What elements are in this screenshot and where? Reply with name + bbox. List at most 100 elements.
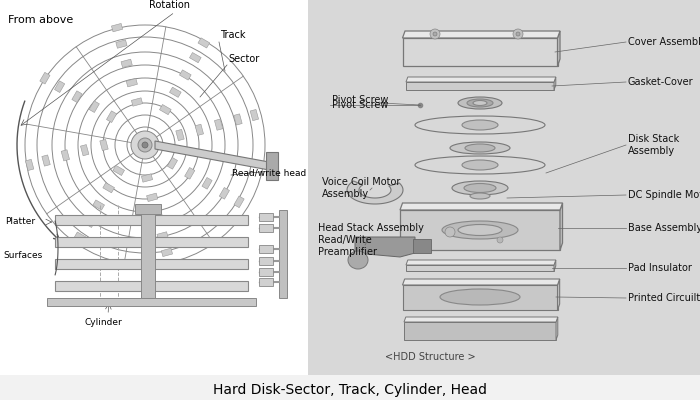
Bar (55, 81, 64, 92)
Ellipse shape (440, 289, 520, 305)
Polygon shape (557, 279, 560, 310)
Text: Voice Coil Motor
Assembly: Voice Coil Motor Assembly (322, 177, 400, 199)
Circle shape (138, 138, 152, 152)
Ellipse shape (442, 221, 518, 239)
Bar (55, 259, 248, 269)
Bar (169, 87, 181, 97)
Circle shape (430, 29, 440, 39)
Bar (106, 111, 117, 122)
Bar (279, 210, 287, 298)
Bar (234, 196, 244, 208)
Ellipse shape (450, 142, 510, 154)
Bar (146, 193, 158, 202)
Bar (259, 224, 273, 232)
Text: Rotation: Rotation (150, 0, 190, 10)
Polygon shape (347, 181, 403, 204)
Ellipse shape (464, 184, 496, 192)
Bar (141, 174, 153, 182)
Bar (259, 278, 273, 286)
Text: Gasket-Cover: Gasket-Cover (628, 77, 694, 87)
Bar (74, 232, 86, 242)
Polygon shape (560, 203, 563, 250)
Ellipse shape (348, 251, 368, 269)
Bar (116, 40, 127, 48)
Bar (111, 24, 122, 32)
Bar (100, 139, 108, 151)
Bar (103, 183, 115, 193)
Polygon shape (554, 260, 556, 271)
Ellipse shape (465, 144, 495, 152)
Ellipse shape (458, 224, 502, 236)
Polygon shape (400, 210, 560, 250)
Bar (93, 200, 104, 210)
Text: Printed Circuilt: Printed Circuilt (628, 293, 700, 303)
Bar (40, 72, 50, 84)
Bar (214, 119, 223, 130)
Polygon shape (155, 141, 268, 170)
Bar (55, 281, 248, 291)
Polygon shape (406, 77, 556, 82)
Bar (413, 239, 431, 253)
Bar (259, 213, 273, 221)
Polygon shape (404, 322, 556, 340)
Bar (161, 248, 172, 256)
Bar (195, 124, 204, 136)
Ellipse shape (462, 160, 498, 170)
Bar (179, 70, 191, 80)
Bar (259, 268, 273, 276)
Bar (135, 204, 161, 214)
Bar (113, 165, 125, 176)
Bar (266, 152, 278, 180)
Ellipse shape (452, 181, 508, 195)
Bar (259, 245, 273, 253)
Polygon shape (400, 203, 563, 210)
Bar (89, 101, 99, 112)
Circle shape (445, 227, 455, 237)
Polygon shape (557, 31, 560, 66)
Text: DC Spindle Motor: DC Spindle Motor (628, 190, 700, 200)
Text: Disk Stack
Assembly: Disk Stack Assembly (628, 134, 679, 156)
Ellipse shape (473, 100, 487, 106)
Bar (83, 217, 94, 228)
Bar (121, 59, 132, 68)
Ellipse shape (467, 99, 493, 107)
Text: Pivot Screw: Pivot Screw (332, 95, 389, 105)
Ellipse shape (415, 156, 545, 174)
Text: Surfaces: Surfaces (3, 250, 42, 260)
Bar (72, 91, 82, 102)
Bar (308, 0, 700, 380)
Bar (219, 188, 230, 199)
Circle shape (513, 29, 523, 39)
Text: Pivot Screw: Pivot Screw (332, 100, 389, 110)
Bar (42, 155, 50, 166)
Circle shape (516, 32, 520, 36)
Bar (167, 158, 178, 169)
Ellipse shape (462, 120, 498, 130)
Polygon shape (554, 77, 556, 90)
Text: Read/write head: Read/write head (232, 168, 307, 177)
Bar (126, 78, 137, 87)
Bar (250, 110, 258, 121)
Bar (80, 144, 89, 156)
Polygon shape (402, 279, 560, 285)
Bar (202, 178, 212, 189)
Bar (0, 0, 308, 380)
Bar (234, 114, 242, 125)
Text: Pad Insulator: Pad Insulator (628, 263, 692, 273)
Text: <HDD Structure >: <HDD Structure > (385, 352, 475, 362)
Polygon shape (406, 260, 556, 265)
Text: Sector: Sector (228, 54, 259, 64)
Polygon shape (402, 38, 557, 66)
Bar (176, 129, 184, 141)
Text: From above: From above (8, 15, 74, 25)
Ellipse shape (458, 97, 502, 109)
Polygon shape (556, 317, 558, 340)
Bar (141, 208, 155, 298)
Bar (152, 212, 163, 221)
Bar (157, 232, 168, 240)
Text: Base Assembly: Base Assembly (628, 223, 700, 233)
Bar (185, 168, 195, 179)
Bar (190, 52, 201, 63)
Bar (55, 215, 248, 225)
Bar (47, 298, 256, 306)
